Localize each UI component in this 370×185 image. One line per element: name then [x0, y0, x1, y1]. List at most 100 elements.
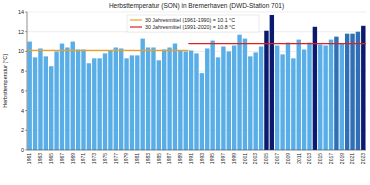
bar	[307, 43, 311, 150]
bar	[259, 47, 263, 151]
reference-line	[27, 50, 188, 51]
y-tick-label: 0	[21, 147, 24, 153]
bar	[323, 46, 327, 150]
bar	[340, 44, 344, 150]
bar	[103, 53, 107, 150]
y-tick-label: 6	[21, 88, 24, 94]
bar	[135, 55, 139, 150]
bar	[216, 57, 220, 150]
y-tick-label: 10	[18, 48, 24, 54]
bar	[92, 58, 96, 150]
x-tick-label: 1963	[37, 153, 43, 164]
y-tick-label: 14	[18, 9, 24, 15]
bar	[200, 73, 204, 150]
x-axis	[27, 150, 366, 151]
x-tick-label: 2003	[252, 153, 258, 164]
x-tick-label: 2023	[360, 153, 366, 164]
chart: Herbsttemperatur (SON) in Bremerhaven (D…	[0, 0, 370, 185]
bar	[205, 48, 209, 150]
x-tick-label: 2007	[274, 153, 280, 164]
x-tick-label: 2001	[242, 153, 248, 164]
x-tick-label: 1969	[70, 153, 76, 164]
bar	[264, 31, 268, 150]
bar	[361, 26, 365, 150]
bar	[49, 66, 53, 150]
bar	[237, 35, 241, 150]
bar	[130, 55, 134, 150]
bar	[81, 49, 85, 150]
bar	[297, 40, 301, 150]
y-axis	[27, 12, 28, 150]
bar	[60, 44, 64, 150]
x-tick-label: 2017	[328, 153, 334, 164]
x-tick-label: 2019	[339, 153, 345, 164]
bar	[167, 47, 171, 150]
x-tick-label: 1973	[91, 153, 97, 164]
bar	[97, 58, 101, 150]
y-axis-label: Herbsttemperatur [°C]	[2, 54, 8, 108]
x-tick-label: 1975	[102, 153, 108, 164]
bar	[151, 47, 155, 150]
bar	[140, 39, 144, 150]
bar	[248, 56, 252, 150]
y-tick-label: 4	[21, 108, 24, 114]
bar	[280, 54, 284, 150]
bar	[38, 48, 42, 150]
bar	[146, 47, 150, 150]
bar	[243, 39, 247, 150]
bar	[313, 27, 317, 150]
bar	[189, 50, 193, 150]
bar	[173, 44, 177, 150]
x-tick-label: 1985	[156, 153, 162, 164]
x-tick-label: 1991	[188, 153, 194, 164]
bar	[350, 34, 354, 150]
x-tick-label: 1965	[48, 153, 54, 164]
bar	[302, 49, 306, 150]
bar	[27, 42, 31, 150]
x-tick-label: 1967	[59, 153, 65, 164]
reference-line	[188, 43, 366, 44]
bars	[27, 15, 366, 150]
x-tick-label: 2011	[296, 153, 302, 164]
bar	[162, 49, 166, 150]
x-tick-label: 2015	[317, 153, 323, 164]
legend-swatch	[130, 19, 142, 20]
bar	[270, 15, 274, 150]
bar	[44, 56, 48, 150]
bar	[210, 41, 214, 150]
bar	[114, 47, 118, 150]
x-tick-label: 1993	[199, 153, 205, 164]
x-tick-label: 1961	[26, 153, 32, 164]
y-tick-label: 12	[18, 29, 24, 35]
bar	[54, 51, 58, 150]
y-tick-label: 2	[21, 127, 24, 133]
x-tick-label: 1979	[123, 153, 129, 164]
x-tick-label: 1981	[134, 153, 140, 164]
x-tick-label: 2021	[349, 153, 355, 164]
x-tick-label: 1987	[166, 153, 172, 164]
bar	[178, 50, 182, 150]
bar	[253, 52, 257, 150]
bar	[76, 49, 80, 150]
x-tick-label: 1983	[145, 153, 151, 164]
bar	[286, 43, 290, 150]
bar	[184, 51, 188, 150]
bar	[232, 46, 236, 150]
x-tick-label: 1995	[209, 153, 215, 164]
legend-swatch	[130, 26, 142, 27]
bar	[87, 63, 91, 150]
bar	[329, 40, 333, 150]
grid-line	[27, 12, 366, 13]
legend-box	[127, 15, 259, 32]
bar	[356, 32, 360, 150]
x-tick-label: 2009	[285, 153, 291, 164]
bar	[275, 46, 279, 150]
x-tick-label: 1971	[80, 153, 86, 164]
bar	[33, 57, 37, 150]
bar	[345, 34, 349, 150]
x-tick-label: 1977	[113, 153, 119, 164]
bar	[227, 51, 231, 150]
bar	[71, 42, 75, 150]
bar	[194, 53, 198, 150]
bar	[108, 50, 112, 150]
